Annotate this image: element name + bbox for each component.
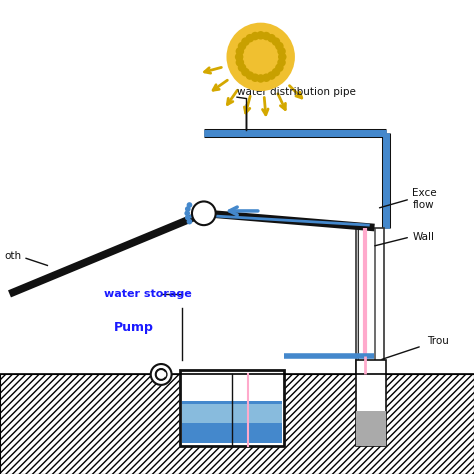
Text: oth: oth xyxy=(5,251,22,261)
Circle shape xyxy=(262,73,271,82)
Circle shape xyxy=(238,42,246,50)
Circle shape xyxy=(275,64,283,72)
Circle shape xyxy=(246,71,254,80)
Circle shape xyxy=(277,47,286,55)
Bar xyxy=(356,411,386,446)
Bar xyxy=(0,374,474,474)
Circle shape xyxy=(235,53,244,61)
Text: water storage: water storage xyxy=(104,289,192,299)
Circle shape xyxy=(256,74,265,83)
Text: Trou: Trou xyxy=(427,336,448,346)
Circle shape xyxy=(241,68,250,76)
Circle shape xyxy=(155,369,167,380)
Circle shape xyxy=(272,37,280,46)
Bar xyxy=(356,360,386,446)
Circle shape xyxy=(251,32,259,40)
Circle shape xyxy=(267,34,276,43)
Circle shape xyxy=(184,210,190,216)
Circle shape xyxy=(241,37,250,46)
Bar xyxy=(182,401,282,443)
Circle shape xyxy=(275,42,283,50)
Circle shape xyxy=(236,47,244,55)
Text: Pump: Pump xyxy=(114,320,154,334)
Circle shape xyxy=(192,201,216,225)
Circle shape xyxy=(187,219,192,224)
Circle shape xyxy=(185,215,191,220)
Bar xyxy=(182,404,282,423)
Circle shape xyxy=(251,73,259,82)
Bar xyxy=(356,228,384,374)
Circle shape xyxy=(278,53,286,61)
Circle shape xyxy=(267,71,276,80)
Circle shape xyxy=(256,31,265,40)
Circle shape xyxy=(238,64,246,72)
Circle shape xyxy=(246,34,254,43)
Text: Exce
flow: Exce flow xyxy=(412,188,437,210)
Circle shape xyxy=(236,58,244,67)
Text: water distribution pipe: water distribution pipe xyxy=(237,87,356,97)
Circle shape xyxy=(277,58,286,67)
Text: Wall: Wall xyxy=(412,232,434,242)
Bar xyxy=(180,370,284,446)
Circle shape xyxy=(262,32,271,40)
Circle shape xyxy=(228,24,294,90)
Circle shape xyxy=(185,206,191,212)
Circle shape xyxy=(272,68,280,76)
Circle shape xyxy=(187,202,192,208)
Circle shape xyxy=(151,364,172,385)
